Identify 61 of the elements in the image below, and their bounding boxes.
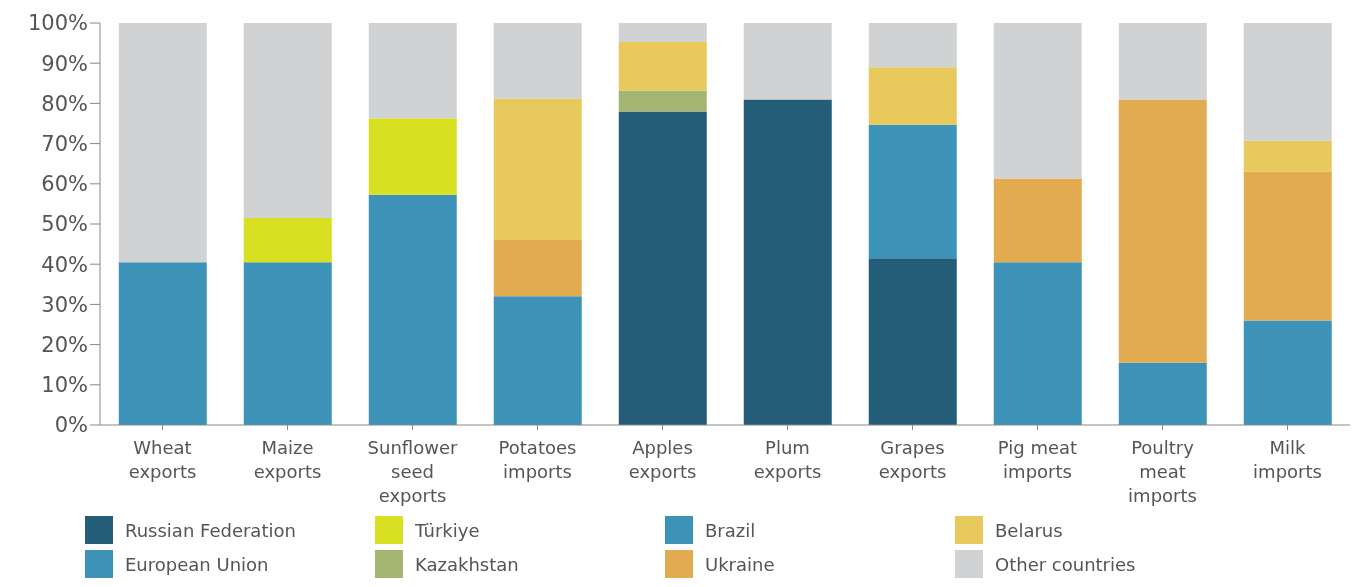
legend-label: Türkiye	[415, 519, 480, 541]
bar	[493, 240, 582, 297]
legend-label: Ukraine	[705, 553, 775, 575]
bar	[868, 258, 957, 425]
x-tick-label: Grapes exports	[878, 437, 947, 482]
y-tick-label: 100%	[27, 11, 88, 36]
x-tick-label: Wheat exports	[128, 437, 197, 482]
bar	[1243, 320, 1332, 425]
bar	[618, 90, 707, 112]
bar	[1118, 99, 1207, 363]
bar	[868, 67, 957, 125]
y-tick-label: 90%	[41, 51, 88, 76]
legend-label: Russian Federation	[125, 519, 296, 541]
x-tick-label: Plum exports	[753, 437, 822, 482]
bar	[118, 262, 207, 425]
bar	[368, 118, 457, 195]
y-tick-label: 30%	[41, 292, 88, 317]
bar	[743, 99, 832, 425]
bar	[868, 124, 957, 259]
bar	[493, 98, 582, 241]
bar	[368, 194, 457, 425]
y-tick-label: 0%	[54, 413, 88, 438]
legend-label: Other countries	[995, 553, 1136, 575]
x-tick-label: Potatoes imports	[498, 437, 577, 482]
bar	[993, 178, 1082, 263]
x-tick-label: Poultry meat imports	[1128, 437, 1197, 506]
bar	[618, 41, 707, 91]
bar	[1243, 140, 1332, 172]
y-tick-label: 60%	[41, 172, 88, 197]
legend-label: Brazil	[705, 519, 756, 541]
bar	[868, 23, 957, 68]
x-tick-label: Apples exports	[628, 437, 697, 482]
y-tick-label: 80%	[41, 91, 88, 116]
legend-label: European Union	[125, 553, 269, 575]
legend-label: Kazakhstan	[415, 553, 519, 575]
x-tick-label: Pig meat imports	[997, 437, 1078, 482]
x-tick-label: Milk imports	[1253, 437, 1322, 482]
y-tick-label: 10%	[41, 373, 88, 398]
y-tick-label: 70%	[41, 132, 88, 157]
bar	[493, 296, 582, 425]
x-tick-label: Sunflower seed exports	[367, 437, 458, 506]
bar	[1118, 362, 1207, 425]
bar	[993, 23, 1082, 179]
bar	[1118, 23, 1207, 100]
bar	[493, 23, 582, 99]
x-tick-label: Maize exports	[253, 437, 322, 482]
bar	[618, 23, 707, 42]
bar	[993, 262, 1082, 425]
bar	[368, 23, 457, 119]
bar	[118, 23, 207, 263]
y-tick-label: 20%	[41, 333, 88, 358]
bar	[1243, 23, 1332, 141]
bar	[1243, 171, 1332, 321]
y-tick-label: 40%	[41, 252, 88, 277]
bar	[243, 23, 332, 218]
bar	[743, 23, 832, 100]
legend-label: Belarus	[995, 519, 1063, 541]
bar	[618, 111, 707, 425]
bar	[243, 217, 332, 263]
y-tick-label: 50%	[41, 212, 88, 237]
bar	[243, 262, 332, 425]
